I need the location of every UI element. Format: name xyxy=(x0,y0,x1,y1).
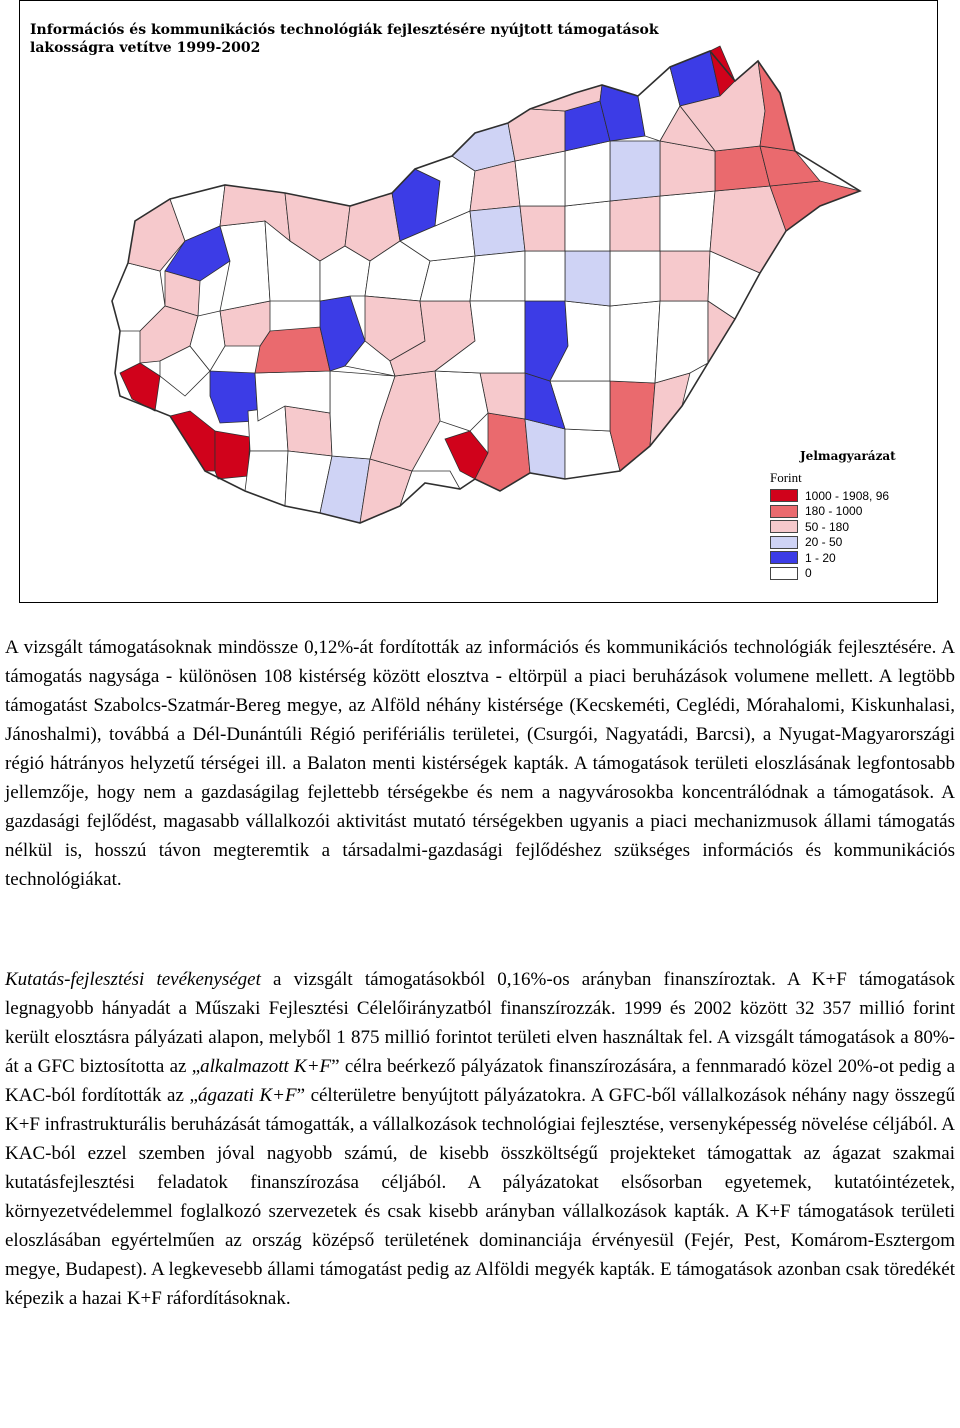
country-outline xyxy=(111,50,862,524)
subregion-polygons xyxy=(111,45,862,524)
legend-swatch xyxy=(770,551,798,565)
subregion xyxy=(609,380,656,472)
legend-item: 180 - 1000 xyxy=(770,504,930,520)
subregion xyxy=(659,190,716,252)
subregion xyxy=(659,105,716,152)
subregion xyxy=(654,300,709,384)
map-figure: Információs és kommunikációs technológiá… xyxy=(19,0,938,603)
subregion xyxy=(649,372,691,448)
map-title: Információs és kommunikációs technológiá… xyxy=(30,21,659,57)
map-title-line2: lakosságra vetítve 1999-2002 xyxy=(30,40,261,56)
subregion xyxy=(119,362,161,412)
subregion xyxy=(524,418,566,480)
subregion xyxy=(564,140,611,207)
legend-item: 0 xyxy=(770,566,930,582)
italic-term: ágazati K+F xyxy=(197,1085,297,1106)
paragraph-text: A vizsgált támogatásoknak mindössze 0,12… xyxy=(5,637,955,890)
subregion xyxy=(609,250,661,307)
paragraph-text: Kutatás-fejlesztési tevékenységet a vizs… xyxy=(5,965,955,1313)
legend-swatch xyxy=(770,535,798,549)
subregion xyxy=(189,310,226,372)
subregion xyxy=(214,430,251,480)
italic-lead: Kutatás-fejlesztési tevékenységet xyxy=(5,969,261,990)
subregion xyxy=(519,205,566,252)
legend-item: 1000 - 1908, 96 xyxy=(770,488,930,504)
subregion xyxy=(609,140,661,202)
subregion xyxy=(284,405,333,457)
subregion xyxy=(564,200,611,252)
subregion xyxy=(564,250,611,307)
subregion xyxy=(769,180,862,232)
subregion xyxy=(469,205,526,257)
legend-unit: Forint xyxy=(770,470,802,485)
subregion xyxy=(219,220,271,312)
italic-term: alkalmazott K+F xyxy=(200,1056,332,1077)
legend-label: 50 - 180 xyxy=(805,519,850,534)
legend-label: 1000 - 1908, 96 xyxy=(805,488,890,503)
subregion xyxy=(469,250,526,302)
subregion xyxy=(159,345,211,397)
legend-label: 20 - 50 xyxy=(805,535,843,550)
body-paragraph-1: A vizsgált támogatásoknak mindössze 0,12… xyxy=(5,633,955,894)
legend-item: 50 - 180 xyxy=(770,519,930,535)
paragraph-run: a vizsgált támogatásokból 0,16%-os arány… xyxy=(5,969,955,1077)
legend-label: 0 xyxy=(805,566,812,581)
legend-swatch xyxy=(770,504,798,518)
subregion xyxy=(609,195,661,252)
body-paragraph-2: Kutatás-fejlesztési tevékenységet a vizs… xyxy=(5,965,955,1313)
legend-swatch xyxy=(770,489,798,503)
legend-label: 180 - 1000 xyxy=(805,504,863,519)
paragraph-run: ” célterületre benyújtott pályázatokra. … xyxy=(5,1085,955,1309)
legend-item: 20 - 50 xyxy=(770,535,930,551)
subregion xyxy=(169,410,216,472)
legend-swatch xyxy=(770,566,798,580)
subregion xyxy=(209,370,259,424)
choropleth-map xyxy=(111,45,862,524)
map-title-line1: Információs és kommunikációs technológiá… xyxy=(30,22,659,38)
subregion xyxy=(244,450,289,507)
paragraph-run: ” célra beérkező pályázatok finanszírozá… xyxy=(5,1056,956,1106)
subregion xyxy=(759,145,821,187)
subregion xyxy=(609,300,661,384)
legend-item: 1 - 20 xyxy=(770,550,930,566)
map-legend: Jelmagyarázat Forint 1000 - 1908, 96 180… xyxy=(770,449,930,581)
subregion xyxy=(434,370,489,432)
subregion xyxy=(164,225,231,282)
legend-swatch xyxy=(770,520,798,534)
legend-items: 1000 - 1908, 96 180 - 1000 50 - 180 20 -… xyxy=(770,488,930,581)
subregion xyxy=(524,250,566,302)
legend-title: Jelmagyarázat xyxy=(800,449,896,463)
subregion xyxy=(659,250,711,302)
legend-label: 1 - 20 xyxy=(805,550,836,565)
